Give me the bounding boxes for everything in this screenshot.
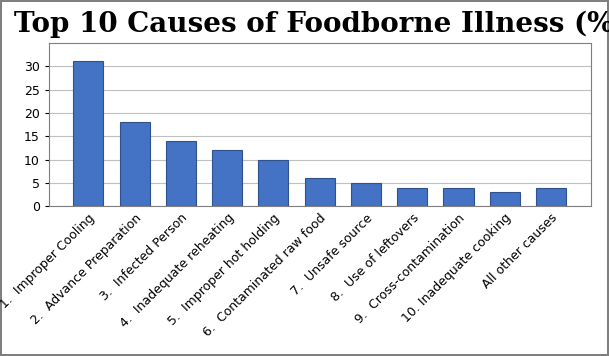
Bar bbox=[166, 141, 196, 206]
Bar bbox=[73, 62, 104, 206]
Title: Top 10 Causes of Foodborne Illness (%): Top 10 Causes of Foodborne Illness (%) bbox=[13, 10, 609, 38]
Bar bbox=[490, 193, 520, 206]
Bar bbox=[119, 122, 150, 206]
Bar bbox=[443, 188, 474, 206]
Bar bbox=[212, 150, 242, 206]
Bar bbox=[536, 188, 566, 206]
Bar bbox=[258, 160, 289, 206]
Bar bbox=[304, 178, 335, 206]
Bar bbox=[351, 183, 381, 206]
Bar bbox=[397, 188, 428, 206]
